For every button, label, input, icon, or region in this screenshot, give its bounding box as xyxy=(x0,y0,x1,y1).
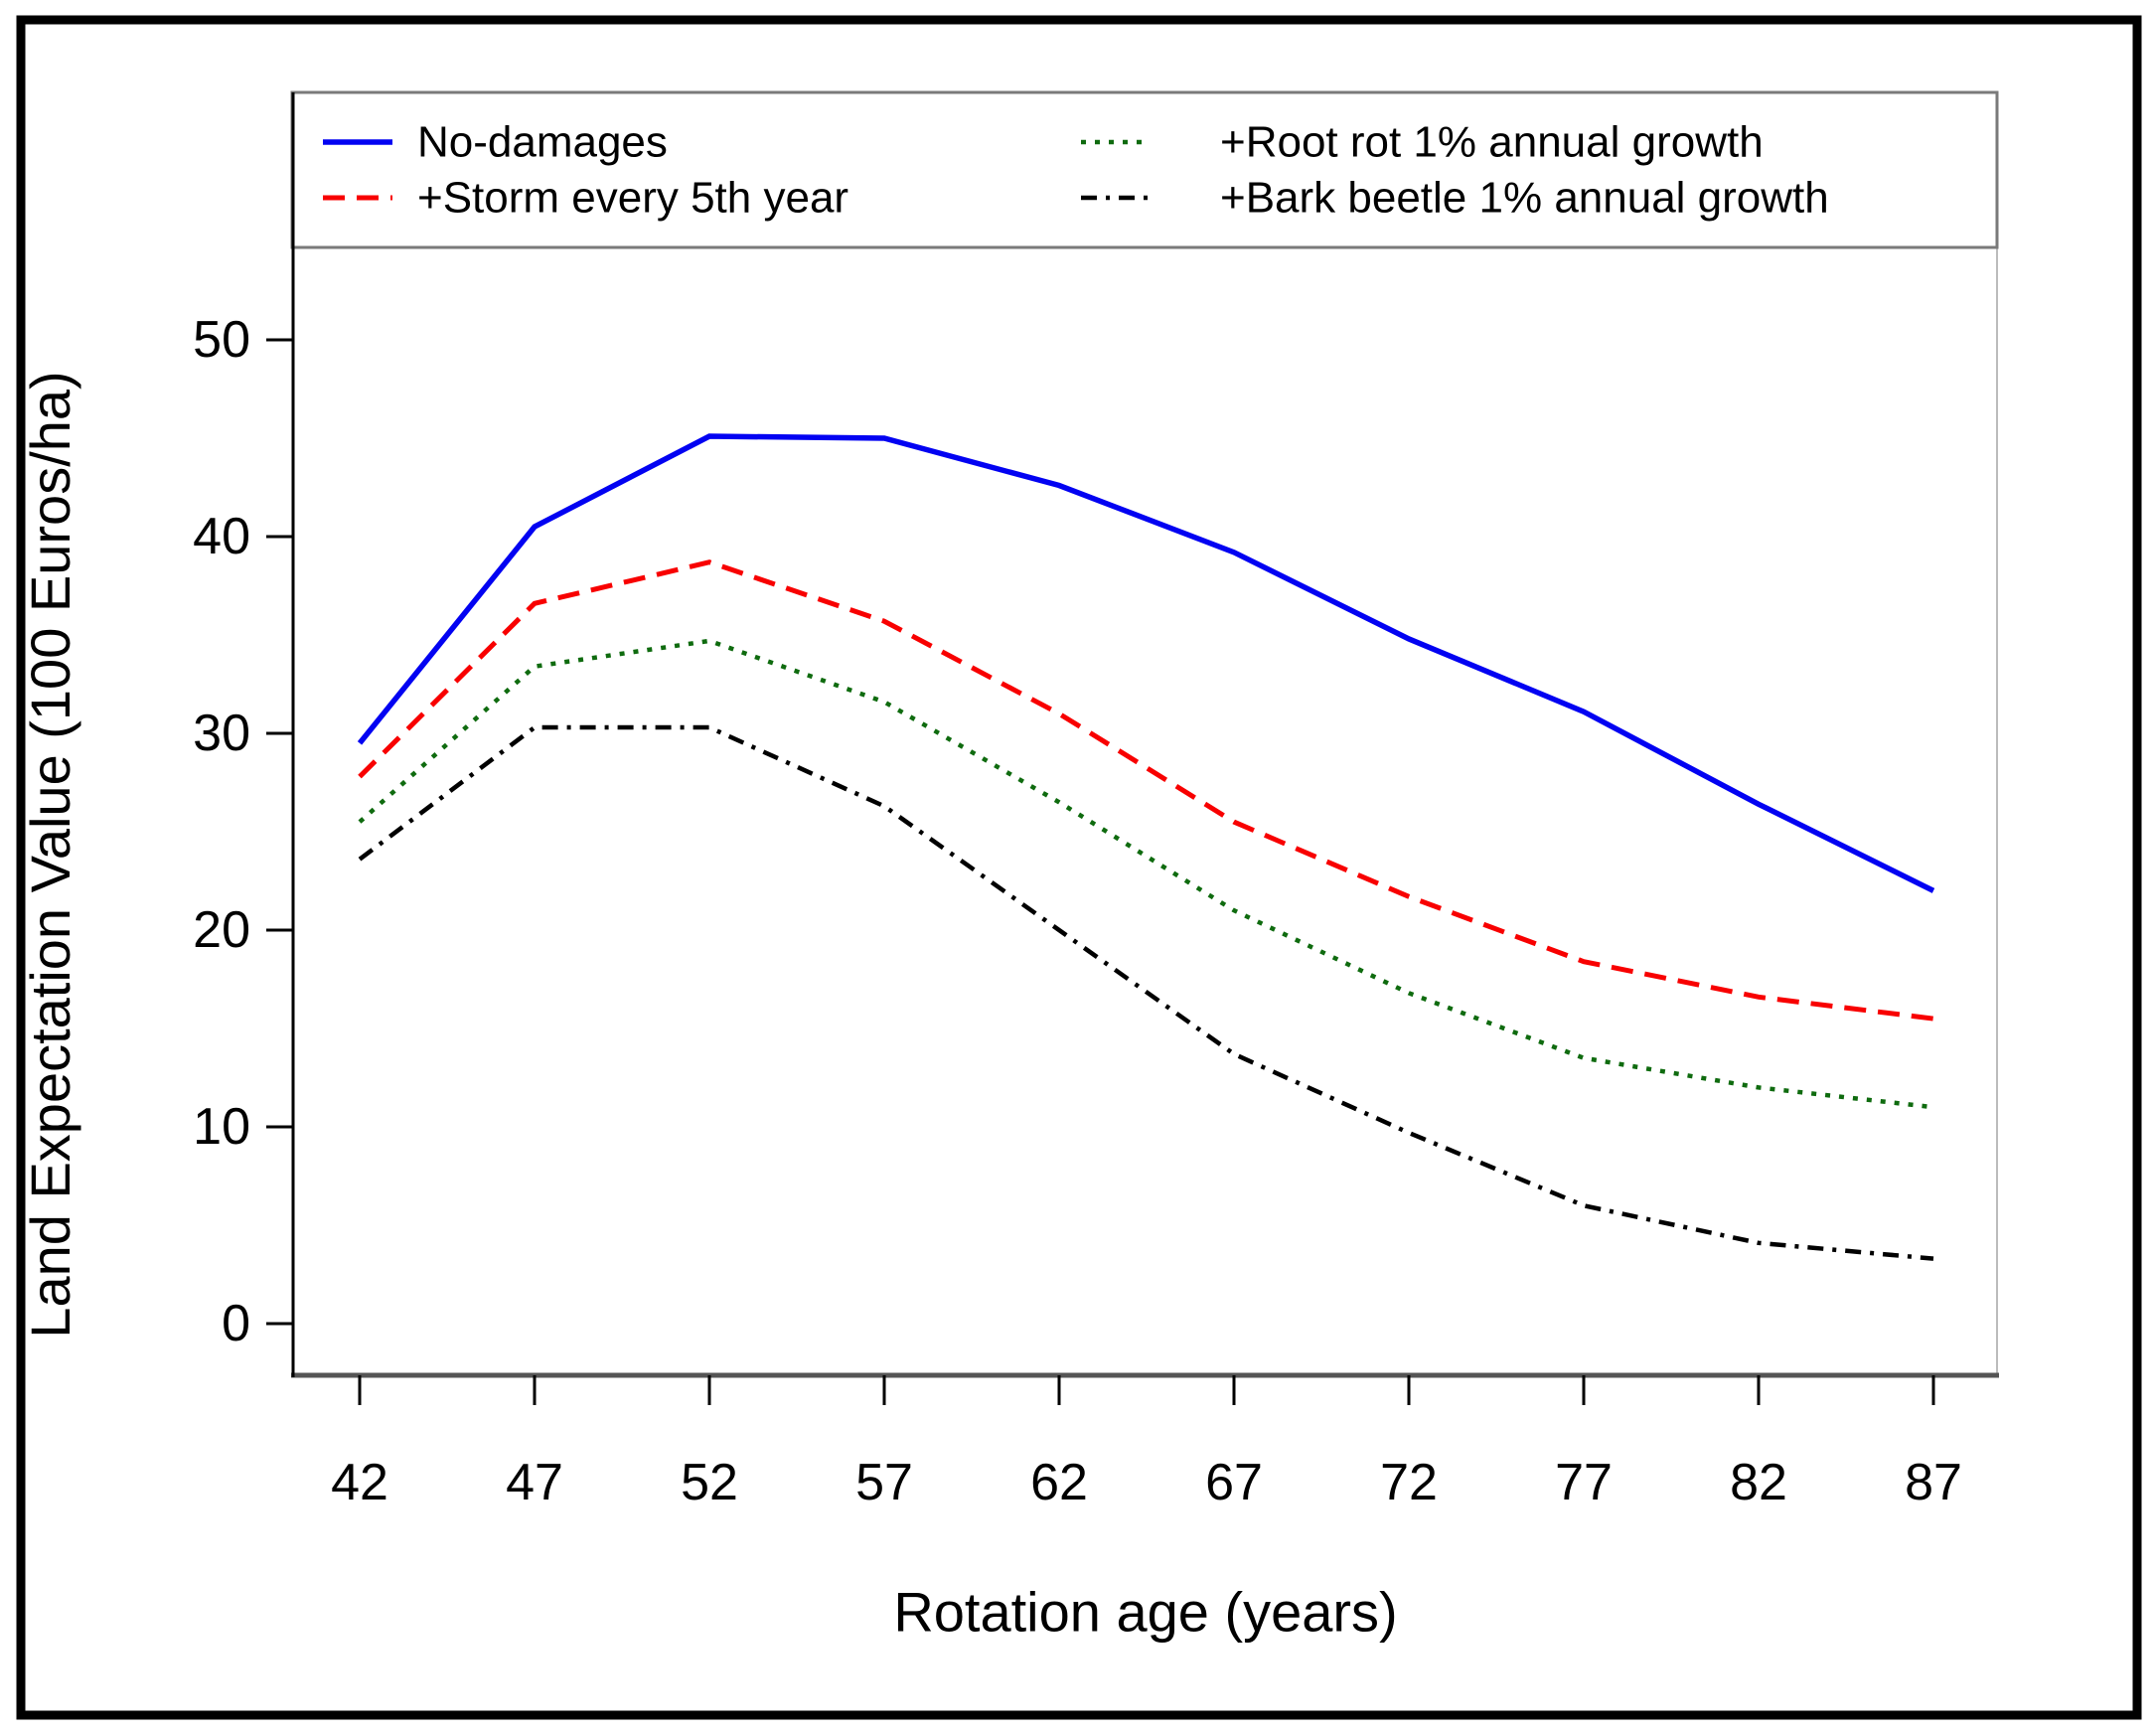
x-tick-label: 67 xyxy=(1205,1454,1263,1511)
legend-item-bark-beetle-1-annual-growth: +Bark beetle 1% annual growth xyxy=(1081,174,1829,223)
x-tick-label: 87 xyxy=(1905,1454,1962,1511)
x-tick-label: 77 xyxy=(1555,1454,1613,1511)
legend-label-storm-every-5th-year: +Storm every 5th year xyxy=(417,174,848,223)
y-tick-label: 20 xyxy=(193,901,250,959)
x-tick-label: 47 xyxy=(506,1454,563,1511)
legend-label-no-damages: No-damages xyxy=(417,118,668,167)
legend-box xyxy=(290,90,1999,249)
x-tick-label: 82 xyxy=(1730,1454,1787,1511)
legend-item-root-rot-1-annual-growth: +Root rot 1% annual growth xyxy=(1081,118,1764,167)
y-tick-label: 50 xyxy=(193,311,250,369)
x-tick-label: 72 xyxy=(1380,1454,1438,1511)
series-line-root-rot-1-annual-growth xyxy=(358,638,1934,1110)
x-axis-title: Rotation age (years) xyxy=(893,1581,1397,1644)
series-lines xyxy=(357,433,1935,1261)
y-tick-label: 0 xyxy=(222,1295,250,1352)
x-tick-label: 42 xyxy=(331,1454,388,1511)
series-line-storm-every-5th-year xyxy=(358,559,1934,1022)
y-tick-label: 30 xyxy=(193,705,250,762)
figure-border xyxy=(16,15,2142,1720)
x-tick-label: 62 xyxy=(1030,1454,1088,1511)
legend-item-no-damages: No-damages xyxy=(323,118,668,167)
y-axis-title: Land Expectation Value (100 Euros/ha) xyxy=(19,371,81,1338)
legend-label-bark-beetle-1-annual-growth: +Bark beetle 1% annual growth xyxy=(1220,174,1829,223)
y-tick-label: 40 xyxy=(193,508,250,565)
series-line-bark-beetle-1-annual-growth xyxy=(358,724,1934,1261)
x-tick-label: 57 xyxy=(855,1454,913,1511)
series-line-no-damages xyxy=(357,433,1935,893)
legend: No-damages +Storm every 5th year +Root rot… xyxy=(323,118,1829,223)
legend-item-storm-every-5th-year: +Storm every 5th year xyxy=(323,174,848,223)
x-axis-ticks: 42 47 52 57 62 67 72 77 82 87 xyxy=(331,1375,1962,1511)
legend-label-root-rot-1-annual-growth: +Root rot 1% annual growth xyxy=(1220,118,1764,167)
y-axis-ticks: 0 10 20 30 40 50 xyxy=(193,311,293,1352)
x-tick-label: 52 xyxy=(681,1454,738,1511)
y-tick-label: 10 xyxy=(193,1098,250,1156)
